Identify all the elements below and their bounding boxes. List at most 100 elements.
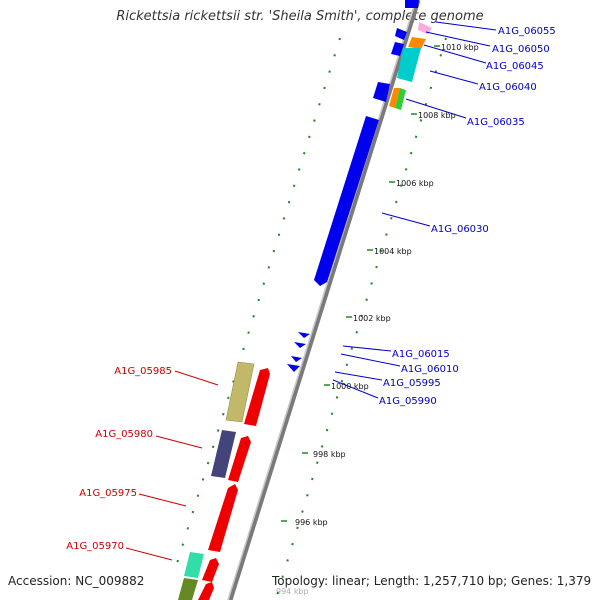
scale-left-dot bbox=[287, 200, 291, 204]
gene-small-blue-2[interactable] bbox=[391, 42, 404, 56]
accession-text: Accession: NC_009882 bbox=[8, 574, 145, 588]
label-a1g-05990[interactable]: A1G_05990 bbox=[379, 396, 437, 407]
scale-left-dot bbox=[196, 494, 200, 498]
scale-left-dot bbox=[252, 315, 255, 318]
label-a1g-06045[interactable]: A1G_06045 bbox=[486, 61, 544, 72]
scale-left-dot bbox=[318, 102, 321, 106]
scale-left-dot bbox=[201, 478, 205, 481]
scale-left-dot bbox=[262, 282, 266, 285]
gene-a1g-06035-green[interactable] bbox=[395, 88, 406, 110]
scale-left-dot bbox=[186, 527, 190, 530]
gene-a1g-05985-block[interactable] bbox=[225, 361, 255, 423]
scale-right-dot bbox=[375, 265, 378, 269]
scale-left-dot bbox=[222, 412, 225, 416]
label-a1g-05970[interactable]: A1G_05970 bbox=[66, 541, 124, 552]
scale-left-dot bbox=[267, 266, 271, 269]
scale-right-dot bbox=[404, 168, 408, 171]
tick-label-1008: 1008 kbp bbox=[418, 111, 456, 120]
gene-a1g-06050-block[interactable] bbox=[418, 22, 432, 34]
leader-a1g-05980 bbox=[155, 435, 203, 449]
label-a1g-06035[interactable]: A1G_06035 bbox=[467, 117, 525, 128]
scale-right-dot bbox=[281, 575, 284, 578]
scale-right-dot bbox=[320, 445, 324, 448]
scale-left-dot bbox=[242, 347, 245, 351]
gene-labels: A1G_06055 A1G_06050 A1G_06045 A1G_06040 … bbox=[66, 26, 556, 552]
tick-label-1002: 1002 kbp bbox=[353, 314, 391, 323]
scale-dots-left bbox=[176, 37, 341, 563]
leader-a1g-05975 bbox=[138, 493, 187, 507]
gene-a1g-05970-teal[interactable] bbox=[184, 552, 204, 578]
gene-a1g-05995-arrow[interactable] bbox=[291, 356, 302, 362]
leader-a1g-06055 bbox=[435, 21, 497, 31]
scale-ticks: 1010 kbp 1008 kbp 1006 kbp 1004 kbp 1002… bbox=[276, 43, 479, 596]
right-strand-features bbox=[287, 0, 432, 372]
scale-right-dot bbox=[306, 493, 309, 497]
scale-left-dot bbox=[308, 135, 311, 139]
scale-right-dot bbox=[370, 282, 373, 285]
tick-label-996: 996 kbp bbox=[295, 518, 328, 527]
leader-a1g-05990 bbox=[332, 379, 379, 399]
gene-small-blue-3[interactable] bbox=[373, 82, 390, 102]
genome-backbone bbox=[227, 0, 421, 600]
gene-small-blue-1[interactable] bbox=[395, 28, 407, 40]
label-a1g-06030[interactable]: A1G_06030 bbox=[431, 224, 489, 235]
scale-right-dot bbox=[360, 314, 363, 318]
tick-label-1004: 1004 kbp bbox=[374, 247, 412, 256]
label-a1g-06010[interactable]: A1G_06010 bbox=[401, 364, 459, 375]
scale-right-dot bbox=[439, 54, 443, 57]
gene-a1g-05980-block[interactable] bbox=[211, 430, 236, 478]
gene-a1g-06035-orange[interactable] bbox=[389, 88, 400, 108]
scale-left-dot bbox=[292, 184, 296, 188]
gene-a1g-06010-arrow[interactable] bbox=[294, 342, 306, 348]
scale-right-dot bbox=[399, 184, 403, 187]
scale-right-dot bbox=[311, 477, 314, 481]
label-a1g-05985[interactable]: A1G_05985 bbox=[114, 366, 172, 377]
leader-a1g-06010 bbox=[340, 353, 401, 367]
leader-a1g-06035 bbox=[405, 98, 467, 119]
leader-a1g-06040 bbox=[429, 70, 479, 85]
gene-a1g-05990-arrow[interactable] bbox=[287, 364, 300, 372]
label-a1g-06050[interactable]: A1G_06050 bbox=[492, 44, 550, 55]
label-a1g-05995[interactable]: A1G_05995 bbox=[383, 378, 441, 389]
gene-a1g-06030-block[interactable] bbox=[314, 116, 379, 286]
leader-a1g-05995 bbox=[334, 371, 383, 381]
gene-a1g-05980-red[interactable] bbox=[228, 436, 251, 482]
scale-left-dot bbox=[323, 86, 326, 90]
scale-right-dot bbox=[330, 412, 334, 416]
gene-a1g-05970-olive[interactable] bbox=[178, 578, 198, 600]
label-a1g-05980[interactable]: A1G_05980 bbox=[95, 429, 153, 440]
gene-a1g-06015-arrow[interactable] bbox=[298, 332, 310, 338]
gene-a1g-05970-red-2[interactable] bbox=[198, 582, 214, 600]
scale-left-dot bbox=[216, 429, 220, 432]
tick-label-998: 998 kbp bbox=[313, 450, 346, 459]
gene-a1g-06040-block[interactable] bbox=[397, 48, 421, 82]
gene-a1g-06045-block[interactable] bbox=[408, 37, 426, 49]
gene-a1g-05985-red[interactable] bbox=[244, 368, 270, 426]
scale-right-dot bbox=[350, 347, 354, 350]
leader-a1g-05985 bbox=[174, 370, 219, 386]
leader-a1g-06030 bbox=[381, 212, 431, 227]
scale-left-dot bbox=[227, 396, 230, 400]
gene-a1g-06055-block[interactable] bbox=[405, 0, 419, 8]
label-a1g-05975[interactable]: A1G_05975 bbox=[79, 488, 137, 499]
gene-a1g-05970-red[interactable] bbox=[202, 558, 219, 582]
label-a1g-06055[interactable]: A1G_06055 bbox=[498, 26, 556, 37]
label-a1g-06015[interactable]: A1G_06015 bbox=[392, 349, 450, 360]
leader-a1g-06015 bbox=[342, 345, 392, 352]
scale-right-dot bbox=[365, 298, 368, 301]
label-a1g-06040[interactable]: A1G_06040 bbox=[479, 82, 537, 93]
scale-right-dot bbox=[325, 428, 329, 432]
scale-left-dot bbox=[277, 233, 281, 237]
scale-right-dot bbox=[414, 135, 418, 139]
scale-right-dot bbox=[296, 526, 299, 530]
scale-left-dot bbox=[313, 119, 316, 122]
leader-lines bbox=[125, 21, 497, 561]
scale-dots-right bbox=[276, 37, 447, 595]
leader-a1g-06050 bbox=[425, 31, 491, 47]
scale-left-dot bbox=[206, 461, 210, 465]
scale-right-dot bbox=[340, 379, 344, 383]
scale-right-dot bbox=[444, 37, 447, 41]
gene-a1g-05975-block[interactable] bbox=[208, 484, 238, 552]
scale-right-dot bbox=[291, 542, 294, 546]
scale-left-dot bbox=[333, 54, 336, 57]
